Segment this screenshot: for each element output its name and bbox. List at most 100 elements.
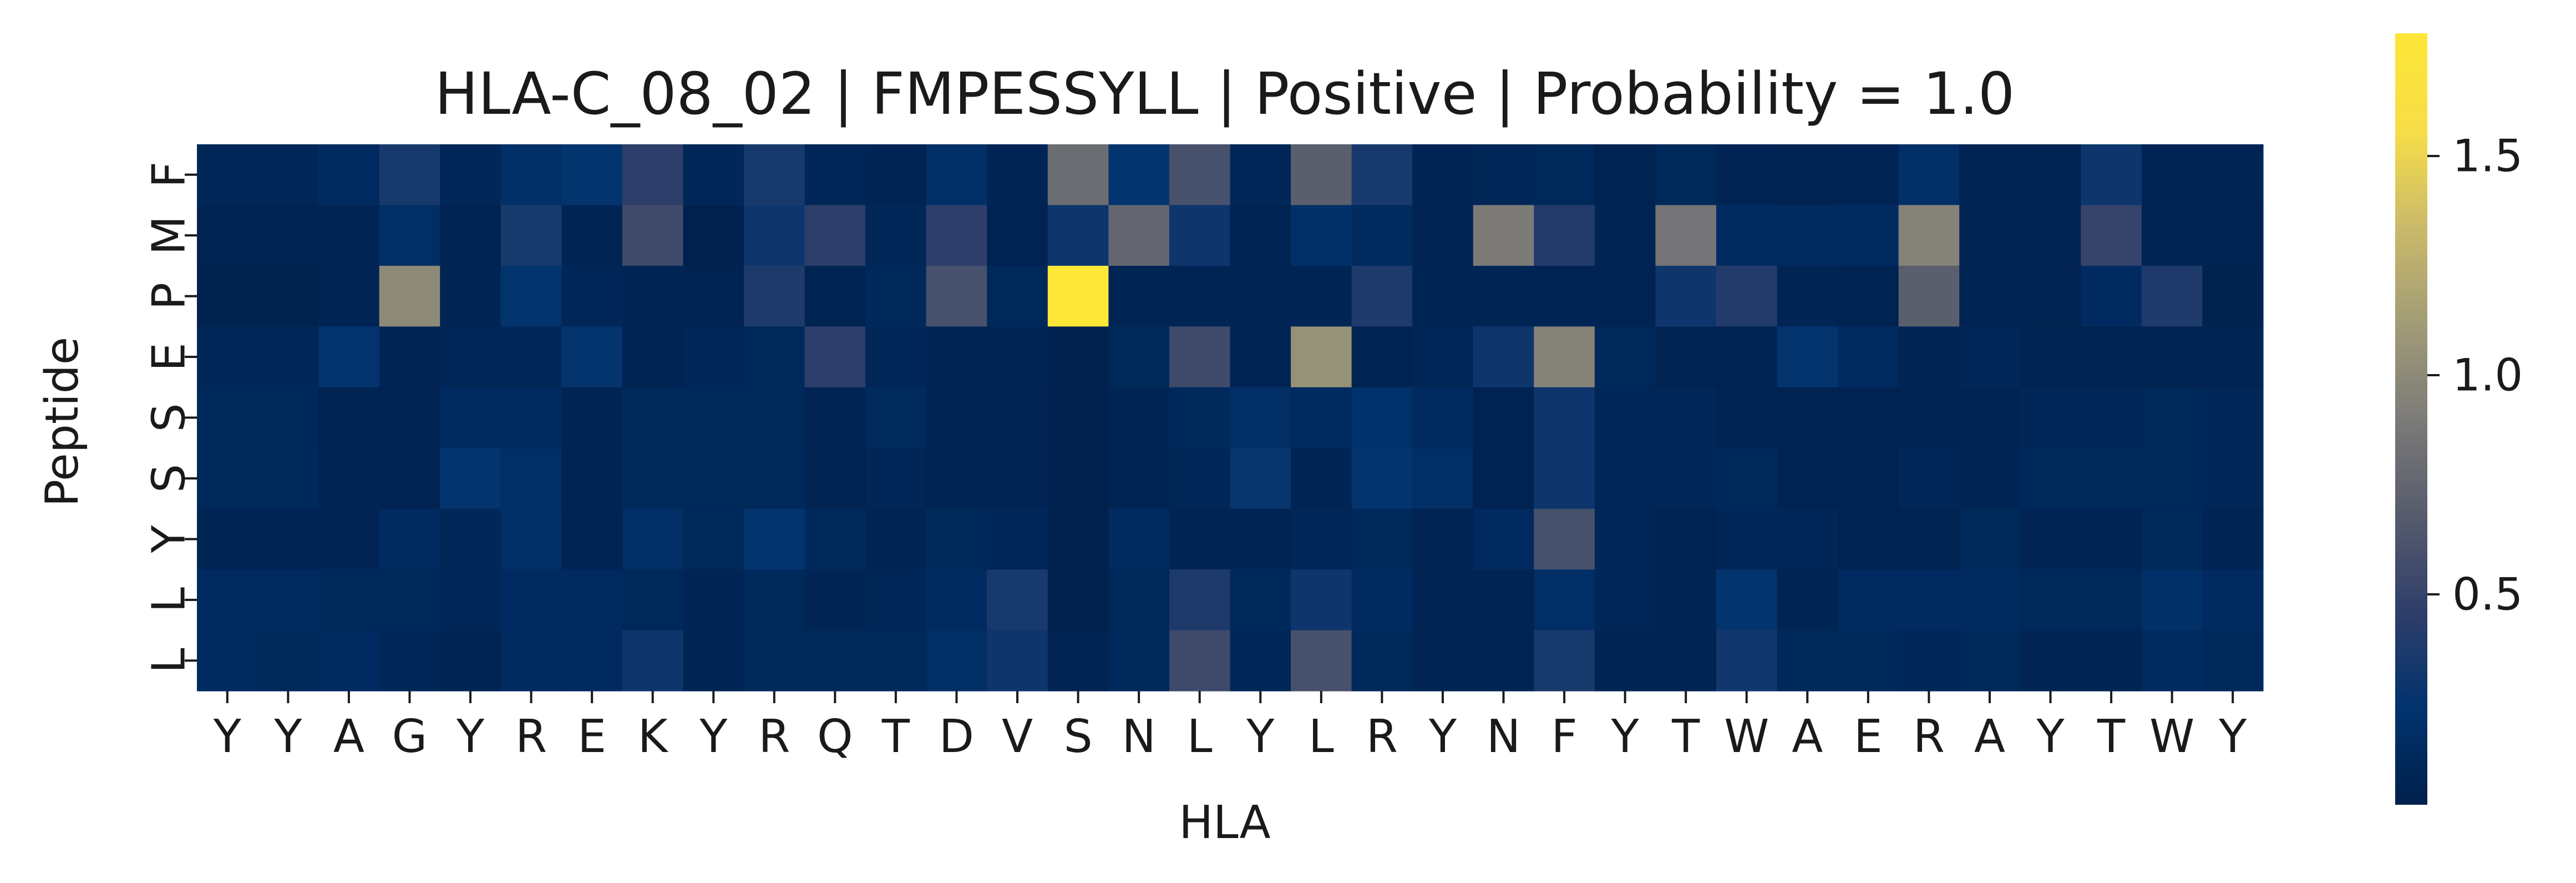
heatmap-cell <box>1108 326 1170 388</box>
heatmap-cell <box>2020 326 2081 388</box>
heatmap-cell <box>379 630 440 692</box>
heatmap-cell <box>1230 387 1291 448</box>
x-tick-label: S <box>1064 710 1093 763</box>
heatmap-cell <box>2081 448 2142 509</box>
heatmap-cell <box>1655 205 1717 266</box>
heatmap-cell <box>1594 569 1656 631</box>
heatmap-cell <box>1594 144 1656 206</box>
heatmap-cell <box>1351 265 1413 327</box>
heatmap-cell <box>2020 387 2081 448</box>
heatmap-cell <box>1534 144 1595 206</box>
heatmap-cell <box>2081 569 2142 631</box>
heatmap-cell <box>1047 326 1109 388</box>
heatmap-cell <box>744 265 805 327</box>
heatmap-cell <box>1898 326 1960 388</box>
heatmap-cell <box>683 326 744 388</box>
heatmap-cell <box>1351 326 1413 388</box>
heatmap-cell <box>500 205 562 266</box>
heatmap-cell <box>1230 326 1291 388</box>
x-tick-label: K <box>638 710 669 763</box>
heatmap-cell <box>318 569 380 631</box>
x-tick-label: T <box>2097 710 2126 763</box>
heatmap-cell <box>1838 508 1899 570</box>
heatmap-cell <box>1169 265 1231 327</box>
colorbar-tick-label: 0.5 <box>2452 568 2523 620</box>
heatmap-cell <box>2202 144 2264 206</box>
y-tick-label: F <box>143 162 196 188</box>
heatmap-cell <box>500 508 562 570</box>
heatmap-cell <box>318 508 380 570</box>
heatmap-cell <box>1655 387 1717 448</box>
heatmap-cell <box>987 326 1048 388</box>
heatmap-cell <box>1473 326 1534 388</box>
heatmap-cell <box>1412 448 1474 509</box>
heatmap-cell <box>197 387 258 448</box>
heatmap-cell <box>379 569 440 631</box>
heatmap-cell <box>1047 448 1109 509</box>
heatmap-cell <box>1898 508 1960 570</box>
heatmap-cell <box>987 144 1048 206</box>
x-tick-label: R <box>515 710 547 763</box>
y-tick-label: L <box>143 648 196 673</box>
x-tick-label: Y <box>273 710 302 763</box>
heatmap-cell <box>1108 205 1170 266</box>
heatmap-cell <box>1351 508 1413 570</box>
heatmap-cell <box>1594 387 1656 448</box>
heatmap-cell <box>318 630 380 692</box>
heatmap-cell <box>865 630 927 692</box>
heatmap-cell <box>2202 326 2264 388</box>
heatmap-cell <box>1108 144 1170 206</box>
heatmap-cell <box>561 508 623 570</box>
colorbar-ticks: 0.5 1.0 1.5 <box>2427 130 2523 620</box>
heatmap-cell <box>987 265 1048 327</box>
heatmap-cell <box>318 326 380 388</box>
x-tick-label: A <box>1974 710 2005 763</box>
heatmap-cell <box>987 508 1048 570</box>
heatmap-cell <box>865 265 927 327</box>
heatmap-cell <box>1655 569 1717 631</box>
heatmap-cell <box>1108 630 1170 692</box>
heatmap-cell <box>1838 448 1899 509</box>
heatmap-cell <box>1959 630 2021 692</box>
heatmap-cell <box>1655 326 1717 388</box>
x-tick-label: Y <box>2036 710 2065 763</box>
heatmap-cell <box>2081 630 2142 692</box>
heatmap-cell <box>1838 387 1899 448</box>
heatmap-cell <box>1534 630 1595 692</box>
heatmap-cell <box>2202 448 2264 509</box>
heatmap-cell <box>1777 265 1838 327</box>
heatmap-cell <box>1291 448 1352 509</box>
x-tick-label: A <box>333 710 364 763</box>
heatmap-cell <box>2020 630 2081 692</box>
x-tick-label: F <box>1551 710 1577 763</box>
heatmap-cell <box>1473 508 1534 570</box>
heatmap-cell <box>683 630 744 692</box>
heatmap-cell <box>987 205 1048 266</box>
heatmap-cell <box>2202 387 2264 448</box>
heatmap-cell <box>622 569 684 631</box>
heatmap-cell <box>379 387 440 448</box>
heatmap-cell <box>1838 205 1899 266</box>
heatmap-cell <box>379 205 440 266</box>
heatmap-cell <box>1047 508 1109 570</box>
heatmap-cell <box>926 265 987 327</box>
heatmap-cell <box>865 569 927 631</box>
heatmap-cell <box>1594 265 1656 327</box>
heatmap-cell <box>1412 326 1474 388</box>
heatmap-cell <box>1655 630 1717 692</box>
heatmap-cell <box>1838 630 1899 692</box>
heatmap-cell <box>1412 205 1474 266</box>
heatmap-cell <box>1534 265 1595 327</box>
chart-title: HLA-C_08_02 | FMPESSYLL | Positive | Pro… <box>435 60 2015 128</box>
heatmap-cell <box>318 265 380 327</box>
heatmap-cell <box>1047 265 1109 327</box>
y-tick-label: L <box>143 587 196 613</box>
x-tick-label: Y <box>2218 710 2247 763</box>
heatmap-cell <box>197 508 258 570</box>
heatmap-cell <box>257 326 319 388</box>
heatmap-cell <box>257 630 319 692</box>
heatmap-cell <box>683 205 744 266</box>
heatmap-cell <box>1777 569 1838 631</box>
heatmap-cell <box>926 326 987 388</box>
heatmap-cell <box>1351 630 1413 692</box>
